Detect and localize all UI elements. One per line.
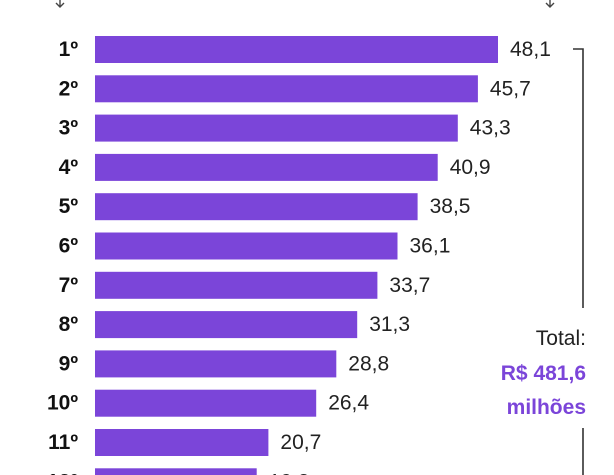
value-label: 43,3 (470, 117, 511, 140)
value-column-arrow-icon (545, 0, 555, 8)
rank-label: 2º (59, 77, 79, 100)
bar (95, 232, 398, 260)
value-label: 33,7 (389, 274, 430, 297)
rank-label: 10º (47, 392, 78, 415)
rank-label: 9º (59, 352, 79, 375)
rank-label: 3º (59, 117, 79, 140)
bar-rows: 1º 48,1 2º 45,7 3º 43,3 4º 40,9 5º 38,5 6º 36,1 7º 33… (47, 36, 551, 475)
value-label: 19,3 (269, 470, 310, 475)
rank-label: 8º (59, 313, 79, 336)
value-label: 38,5 (430, 195, 471, 218)
value-label: 31,3 (369, 313, 410, 336)
value-label: 20,7 (280, 431, 321, 454)
rank-label: 5º (59, 195, 79, 218)
header-arrows (55, 0, 555, 8)
rank-label: 7º (59, 274, 79, 297)
value-label: 40,9 (450, 156, 491, 179)
bar (95, 153, 438, 181)
bar (95, 350, 337, 378)
value-label: 45,7 (490, 77, 531, 100)
rank-column-arrow-icon (55, 0, 65, 8)
rank-label: 1º (59, 38, 79, 61)
total-bracket (573, 48, 584, 475)
total-label: Total: (536, 327, 586, 350)
bar (95, 468, 257, 475)
rank-label: 4º (59, 156, 79, 179)
bar (95, 271, 378, 299)
bar (95, 36, 498, 63)
bar (95, 389, 317, 417)
rank-label: 12º (47, 470, 78, 475)
total-unit: milhões (507, 396, 586, 419)
bar (95, 114, 458, 142)
bar (95, 75, 478, 103)
value-label: 26,4 (328, 392, 369, 415)
bar (95, 193, 418, 221)
bar (95, 429, 269, 456)
value-label: 36,1 (410, 235, 451, 258)
rank-label: 6º (59, 235, 79, 258)
bar (95, 311, 358, 339)
value-label: 28,8 (348, 352, 389, 375)
rank-label: 11º (48, 431, 78, 454)
total-value: R$ 481,6 (501, 362, 586, 385)
value-label: 48,1 (510, 38, 551, 61)
